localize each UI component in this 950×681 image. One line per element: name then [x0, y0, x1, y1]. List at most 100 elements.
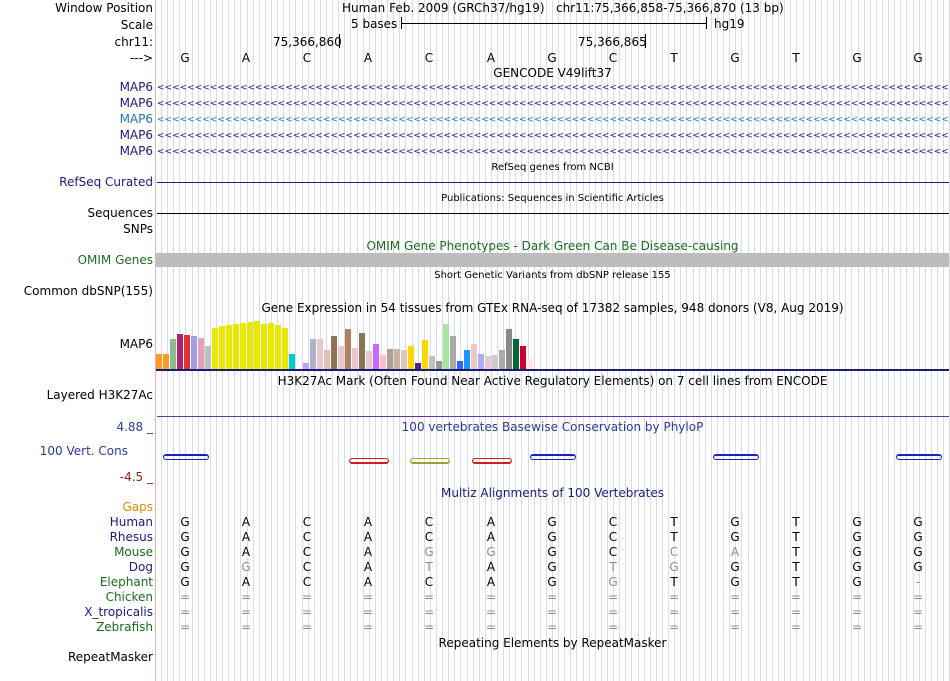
alignment-base: G	[730, 575, 740, 589]
gencode-gene-label[interactable]: MAP6	[119, 80, 153, 94]
gtex-tissue-bar[interactable]	[436, 361, 442, 369]
gtex-tissue-bar[interactable]	[212, 328, 218, 369]
base-letter: A	[486, 51, 496, 65]
species-label[interactable]: Rhesus	[109, 530, 153, 544]
species-label[interactable]: Elephant	[99, 575, 153, 589]
gtex-tissue-bar[interactable]	[422, 340, 428, 369]
gtex-tissue-bar[interactable]	[457, 361, 463, 369]
gencode-gene-label[interactable]: MAP6	[119, 128, 153, 142]
gtex-tissue-bar[interactable]	[401, 350, 407, 369]
gtex-tissue-bar[interactable]	[254, 321, 260, 369]
gtex-tissue-bar[interactable]	[338, 346, 344, 369]
gtex-tissue-bar[interactable]	[268, 323, 274, 369]
phylop-graph[interactable]	[156, 450, 949, 470]
omim-bar[interactable]	[156, 253, 949, 267]
gtex-tissue-bar[interactable]	[485, 356, 491, 369]
gtex-tissue-bar[interactable]	[345, 329, 351, 369]
gtex-bar-chart[interactable]	[156, 316, 536, 369]
gtex-tissue-bar[interactable]	[240, 323, 246, 369]
gencode-gene-arrows[interactable]: <<<<<<<<<<<<<<<<<<<<<<<<<<<<<<<<<<<<<<<<…	[157, 147, 949, 157]
species-label[interactable]: Mouse	[114, 545, 153, 559]
alignment-base: C	[424, 530, 434, 544]
gtex-tissue-bar[interactable]	[513, 339, 519, 369]
gtex-tissue-bar[interactable]	[464, 350, 470, 369]
gtex-tissue-bar[interactable]	[219, 326, 225, 369]
alignment-base: G	[241, 560, 251, 574]
species-label[interactable]: Human	[109, 515, 153, 529]
repeatmasker-label[interactable]: RepeatMasker	[67, 650, 153, 664]
snps-label[interactable]: SNPs	[123, 222, 153, 236]
gtex-tissue-bar[interactable]	[184, 335, 190, 369]
gtex-tissue-bar[interactable]	[233, 324, 239, 369]
gtex-tissue-bar[interactable]	[275, 325, 281, 369]
h3k27ac-label[interactable]: Layered H3K27Ac	[46, 388, 153, 402]
alignment-base: C	[669, 545, 679, 559]
alignment-base: A	[241, 545, 251, 559]
gencode-title: GENCODE V49lift37	[493, 66, 612, 80]
gtex-tissue-bar[interactable]	[380, 355, 386, 369]
alignment-base: =	[851, 605, 863, 619]
refseq-line[interactable]	[157, 182, 949, 183]
gtex-tissue-bar[interactable]	[366, 351, 372, 369]
gtex-tissue-bar[interactable]	[443, 324, 449, 369]
alignment-base: =	[179, 620, 191, 634]
gtex-title: Gene Expression in 54 tissues from GTEx …	[261, 301, 844, 315]
gtex-tissue-bar[interactable]	[450, 336, 456, 369]
gtex-tissue-bar[interactable]	[303, 363, 309, 369]
gtex-tissue-bar[interactable]	[408, 346, 414, 369]
gtex-tissue-bar[interactable]	[352, 348, 358, 369]
gtex-tissue-bar[interactable]	[261, 324, 267, 369]
gtex-tissue-bar[interactable]	[478, 354, 484, 369]
gtex-tissue-bar[interactable]	[415, 363, 421, 369]
refseq-label[interactable]: RefSeq Curated	[59, 175, 153, 189]
omim-label[interactable]: OMIM Genes	[77, 253, 153, 267]
gtex-tissue-bar[interactable]	[289, 354, 295, 369]
phylop-label[interactable]: 100 Vert. Cons	[39, 444, 128, 458]
gtex-tissue-bar[interactable]	[359, 333, 365, 369]
gtex-tissue-bar[interactable]	[331, 336, 337, 369]
species-label[interactable]: Chicken	[105, 590, 153, 604]
gencode-gene-label[interactable]: MAP6	[119, 112, 153, 126]
species-label[interactable]: Zebrafish	[96, 620, 153, 634]
gtex-tissue-bar[interactable]	[191, 336, 197, 369]
gtex-tissue-bar[interactable]	[520, 346, 526, 369]
gencode-gene-arrows[interactable]: <<<<<<<<<<<<<<<<<<<<<<<<<<<<<<<<<<<<<<<<…	[157, 131, 949, 141]
gencode-gene-label[interactable]: MAP6	[119, 96, 153, 110]
sequences-line[interactable]	[157, 213, 949, 214]
gtex-tissue-bar[interactable]	[310, 339, 316, 369]
alignment-base: T	[670, 575, 678, 589]
gtex-tissue-bar[interactable]	[387, 349, 393, 369]
gtex-tissue-bar[interactable]	[317, 339, 323, 369]
gtex-tissue-bar[interactable]	[177, 334, 183, 369]
gtex-tissue-bar[interactable]	[170, 339, 176, 369]
gtex-tissue-bar[interactable]	[226, 325, 232, 369]
gtex-tissue-bar[interactable]	[156, 354, 162, 369]
alignment-base: =	[485, 620, 497, 634]
gtex-tissue-bar[interactable]	[198, 338, 204, 369]
gtex-tissue-bar[interactable]	[282, 328, 288, 369]
species-label[interactable]: X_tropicalis	[84, 605, 153, 619]
gtex-tissue-bar[interactable]	[205, 346, 211, 369]
alignment-base: =	[729, 620, 741, 634]
gtex-tissue-bar[interactable]	[163, 354, 169, 369]
dbsnp-label[interactable]: Common dbSNP(155)	[23, 284, 153, 298]
gtex-tissue-bar[interactable]	[394, 349, 400, 369]
sequences-label[interactable]: Sequences	[87, 206, 153, 220]
gaps-label[interactable]: Gaps	[122, 500, 153, 514]
gtex-tissue-bar[interactable]	[527, 359, 533, 369]
gtex-tissue-bar[interactable]	[373, 344, 379, 369]
gencode-gene-arrows[interactable]: <<<<<<<<<<<<<<<<<<<<<<<<<<<<<<<<<<<<<<<<…	[157, 99, 949, 109]
gtex-tissue-bar[interactable]	[506, 329, 512, 369]
species-label[interactable]: Dog	[128, 560, 153, 574]
gencode-gene-arrows[interactable]: <<<<<<<<<<<<<<<<<<<<<<<<<<<<<<<<<<<<<<<<…	[157, 115, 949, 125]
gtex-label[interactable]: MAP6	[119, 337, 153, 351]
gtex-tissue-bar[interactable]	[429, 356, 435, 369]
gtex-tissue-bar[interactable]	[492, 355, 498, 369]
alignment-base: A	[730, 545, 740, 559]
gtex-tissue-bar[interactable]	[247, 322, 253, 369]
gtex-tissue-bar[interactable]	[499, 350, 505, 369]
gencode-gene-arrows[interactable]: <<<<<<<<<<<<<<<<<<<<<<<<<<<<<<<<<<<<<<<<…	[157, 83, 949, 93]
gencode-gene-label[interactable]: MAP6	[119, 144, 153, 158]
gtex-tissue-bar[interactable]	[471, 344, 477, 369]
gtex-tissue-bar[interactable]	[324, 350, 330, 369]
